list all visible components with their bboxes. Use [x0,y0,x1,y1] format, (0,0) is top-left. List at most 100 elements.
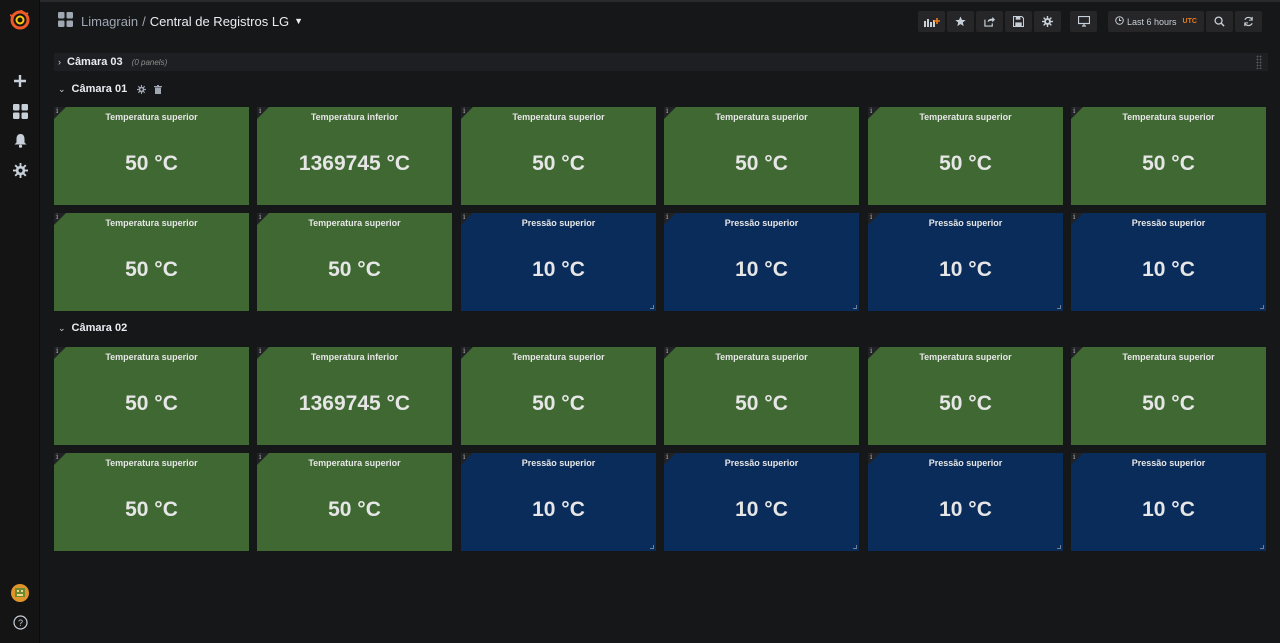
singlestat-panel[interactable]: iPressão superior10 °C [868,453,1063,551]
panel-title[interactable]: Temperatura superior [1071,112,1266,122]
panel-title[interactable]: Pressão superior [664,218,859,228]
row-title-camara-03[interactable]: › Câmara 03 (0 panels) [58,56,167,68]
panel-title[interactable]: Temperatura superior [54,458,249,468]
bell-icon[interactable] [0,131,40,149]
dashboards-icon[interactable] [0,102,40,120]
gear-icon[interactable] [0,161,40,179]
help-icon[interactable]: ? [0,612,40,632]
row-title-camara-01[interactable]: ⌄ Câmara 01 [58,83,170,95]
singlestat-panel[interactable]: iPressão superior10 °C [1071,213,1266,311]
panel-title[interactable]: Pressão superior [868,458,1063,468]
singlestat-panel[interactable]: iTemperatura superior50 °C [461,347,656,445]
singlestat-panel[interactable]: iTemperatura superior50 °C [257,213,452,311]
panel-value: 50 °C [257,258,452,282]
sidebar: ? [0,0,40,643]
time-toolbar: Last 6 hours UTC [1106,11,1262,32]
panel-title[interactable]: Temperatura superior [54,112,249,122]
avatar[interactable] [0,583,40,603]
panel-title[interactable]: Temperatura superior [664,112,859,122]
singlestat-panel[interactable]: iPressão superior10 °C [868,213,1063,311]
singlestat-panel[interactable]: iTemperatura inferior1369745 °C [257,107,452,205]
panel-title[interactable]: Pressão superior [1071,458,1266,468]
panel-value: 1369745 °C [257,152,452,176]
panel-resize-handle[interactable] [650,545,654,549]
panel-title[interactable]: Pressão superior [1071,218,1266,228]
panel-resize-handle[interactable] [1260,305,1264,309]
singlestat-panel[interactable]: iTemperatura superior50 °C [54,347,249,445]
settings-button[interactable] [1034,11,1061,32]
save-button[interactable] [1005,11,1032,32]
grafana-logo-icon[interactable] [0,8,40,32]
panel-value: 50 °C [868,392,1063,416]
share-button[interactable] [976,11,1003,32]
panel-title[interactable]: Temperatura superior [54,352,249,362]
singlestat-panel[interactable]: iTemperatura superior50 °C [1071,107,1266,205]
panel-resize-handle[interactable] [1057,545,1061,549]
panel-title[interactable]: Temperatura superior [664,352,859,362]
singlestat-panel[interactable]: iTemperatura superior50 °C [664,107,859,205]
panel-title[interactable]: Temperatura superior [54,218,249,228]
panel-title[interactable]: Temperatura superior [257,458,452,468]
panel-resize-handle[interactable] [853,545,857,549]
time-picker-button[interactable]: Last 6 hours UTC [1108,11,1204,32]
panel-value: 50 °C [257,498,452,522]
dashboard-title[interactable]: Central de Registros LG [150,14,289,29]
panel-resize-handle[interactable] [1057,305,1061,309]
singlestat-panel[interactable]: iTemperatura superior50 °C [54,453,249,551]
refresh-button[interactable] [1235,11,1262,32]
panel-title[interactable]: Temperatura inferior [257,352,452,362]
singlestat-panel[interactable]: iPressão superior10 °C [461,453,656,551]
singlestat-panel[interactable]: iPressão superior10 °C [461,213,656,311]
clock-icon [1115,16,1124,27]
panel-value: 50 °C [54,498,249,522]
plus-icon[interactable] [0,72,40,90]
row-title-text: Câmara 03 [67,56,123,68]
panel-title[interactable]: Temperatura superior [461,112,656,122]
panel-title[interactable]: Temperatura superior [257,218,452,228]
panel-value: 10 °C [461,258,656,282]
row-delete-icon[interactable] [154,85,162,94]
row-title-text: Câmara 01 [72,83,128,95]
panel-value: 10 °C [664,258,859,282]
panel-value: 50 °C [1071,152,1266,176]
panel-title[interactable]: Temperatura superior [868,352,1063,362]
breadcrumb: Limagrain / Central de Registros LG ▼ [58,12,303,30]
caret-down-icon[interactable]: ▼ [294,16,303,26]
singlestat-panel[interactable]: iTemperatura superior50 °C [54,213,249,311]
panel-value: 50 °C [1071,392,1266,416]
singlestat-panel[interactable]: iPressão superior10 °C [664,213,859,311]
folder-link[interactable]: Limagrain [81,14,138,29]
tv-mode-button[interactable] [1070,11,1097,32]
singlestat-panel[interactable]: iTemperatura inferior1369745 °C [257,347,452,445]
panel-resize-handle[interactable] [650,305,654,309]
singlestat-panel[interactable]: iTemperatura superior50 °C [1071,347,1266,445]
singlestat-panel[interactable]: iTemperatura superior50 °C [54,107,249,205]
star-button[interactable] [947,11,974,32]
panel-title[interactable]: Temperatura superior [868,112,1063,122]
row-camara-03[interactable]: › Câmara 03 (0 panels) [54,53,1268,71]
breadcrumb-separator: / [142,14,146,29]
panel-count: (0 panels) [132,58,168,67]
panel-resize-handle[interactable] [853,305,857,309]
row-title-camara-02[interactable]: ⌄ Câmara 02 [58,322,127,334]
panel-title[interactable]: Pressão superior [664,458,859,468]
singlestat-panel[interactable]: iTemperatura superior50 °C [461,107,656,205]
panel-title[interactable]: Temperatura superior [461,352,656,362]
panel-title[interactable]: Pressão superior [461,218,656,228]
chevron-right-icon: › [58,57,61,67]
panel-title[interactable]: Pressão superior [461,458,656,468]
panel-title[interactable]: Pressão superior [868,218,1063,228]
panel-title[interactable]: Temperatura superior [1071,352,1266,362]
singlestat-panel[interactable]: iPressão superior10 °C [1071,453,1266,551]
zoom-out-button[interactable] [1206,11,1233,32]
singlestat-panel[interactable]: iTemperatura superior50 °C [257,453,452,551]
panel-resize-handle[interactable] [1260,545,1264,549]
panel-title[interactable]: Temperatura inferior [257,112,452,122]
singlestat-panel[interactable]: iTemperatura superior50 °C [664,347,859,445]
add-panel-button[interactable] [918,11,945,32]
singlestat-panel[interactable]: iTemperatura superior50 °C [868,107,1063,205]
singlestat-panel[interactable]: iPressão superior10 °C [664,453,859,551]
row-settings-icon[interactable] [137,85,146,94]
row-drag-handle[interactable] [1256,55,1262,69]
singlestat-panel[interactable]: iTemperatura superior50 °C [868,347,1063,445]
